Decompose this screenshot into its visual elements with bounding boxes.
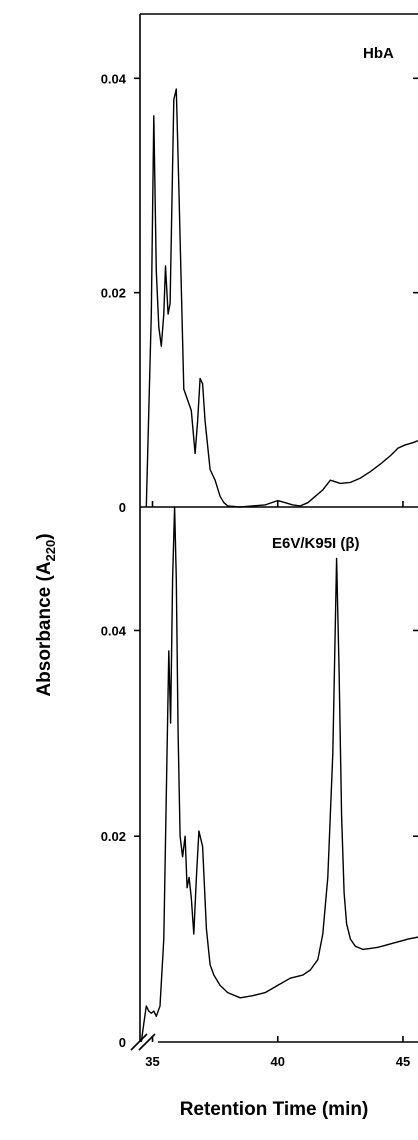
top-panel-label: HbA — [363, 45, 394, 62]
bottom-panel-trace — [140, 506, 418, 1043]
x-tick-label: 35 — [145, 1054, 159, 1069]
top-panel-trace — [145, 88, 418, 508]
x-tick-label: 45 — [396, 1054, 410, 1069]
top-y-tick-label: 0.02 — [101, 286, 126, 301]
bottom-panel-ticks: 0 0.02 0.04 35 40 45 — [101, 623, 418, 1069]
x-axis-title: Retention Time (min) — [180, 1099, 369, 1120]
bottom-y-tick-label: 0 — [119, 1035, 126, 1050]
y-axis-title-sub: 220 — [43, 540, 58, 562]
top-y-tick-label: 0.04 — [101, 71, 127, 86]
axis-break-icon — [130, 1033, 156, 1051]
top-panel: HbA 0 0.02 0.04 — [101, 13, 418, 515]
y-axis-title-end: ) — [34, 533, 55, 539]
top-panel-ticks: 0 0.02 0.04 — [101, 71, 418, 515]
y-axis-title-main: Absorbance (A — [34, 561, 55, 696]
bottom-y-tick-label: 0.04 — [101, 623, 127, 638]
bottom-panel-label: E6V/K95I (β) — [272, 535, 360, 552]
y-axis-title: Absorbance (A220) — [34, 533, 58, 696]
x-tick-label: 40 — [271, 1054, 285, 1069]
top-y-tick-label: 0 — [119, 500, 126, 515]
bottom-y-tick-label: 0.02 — [101, 829, 126, 844]
bottom-panel: E6V/K95I (β) 0 0.02 0.04 35 40 45 — [101, 506, 418, 1069]
